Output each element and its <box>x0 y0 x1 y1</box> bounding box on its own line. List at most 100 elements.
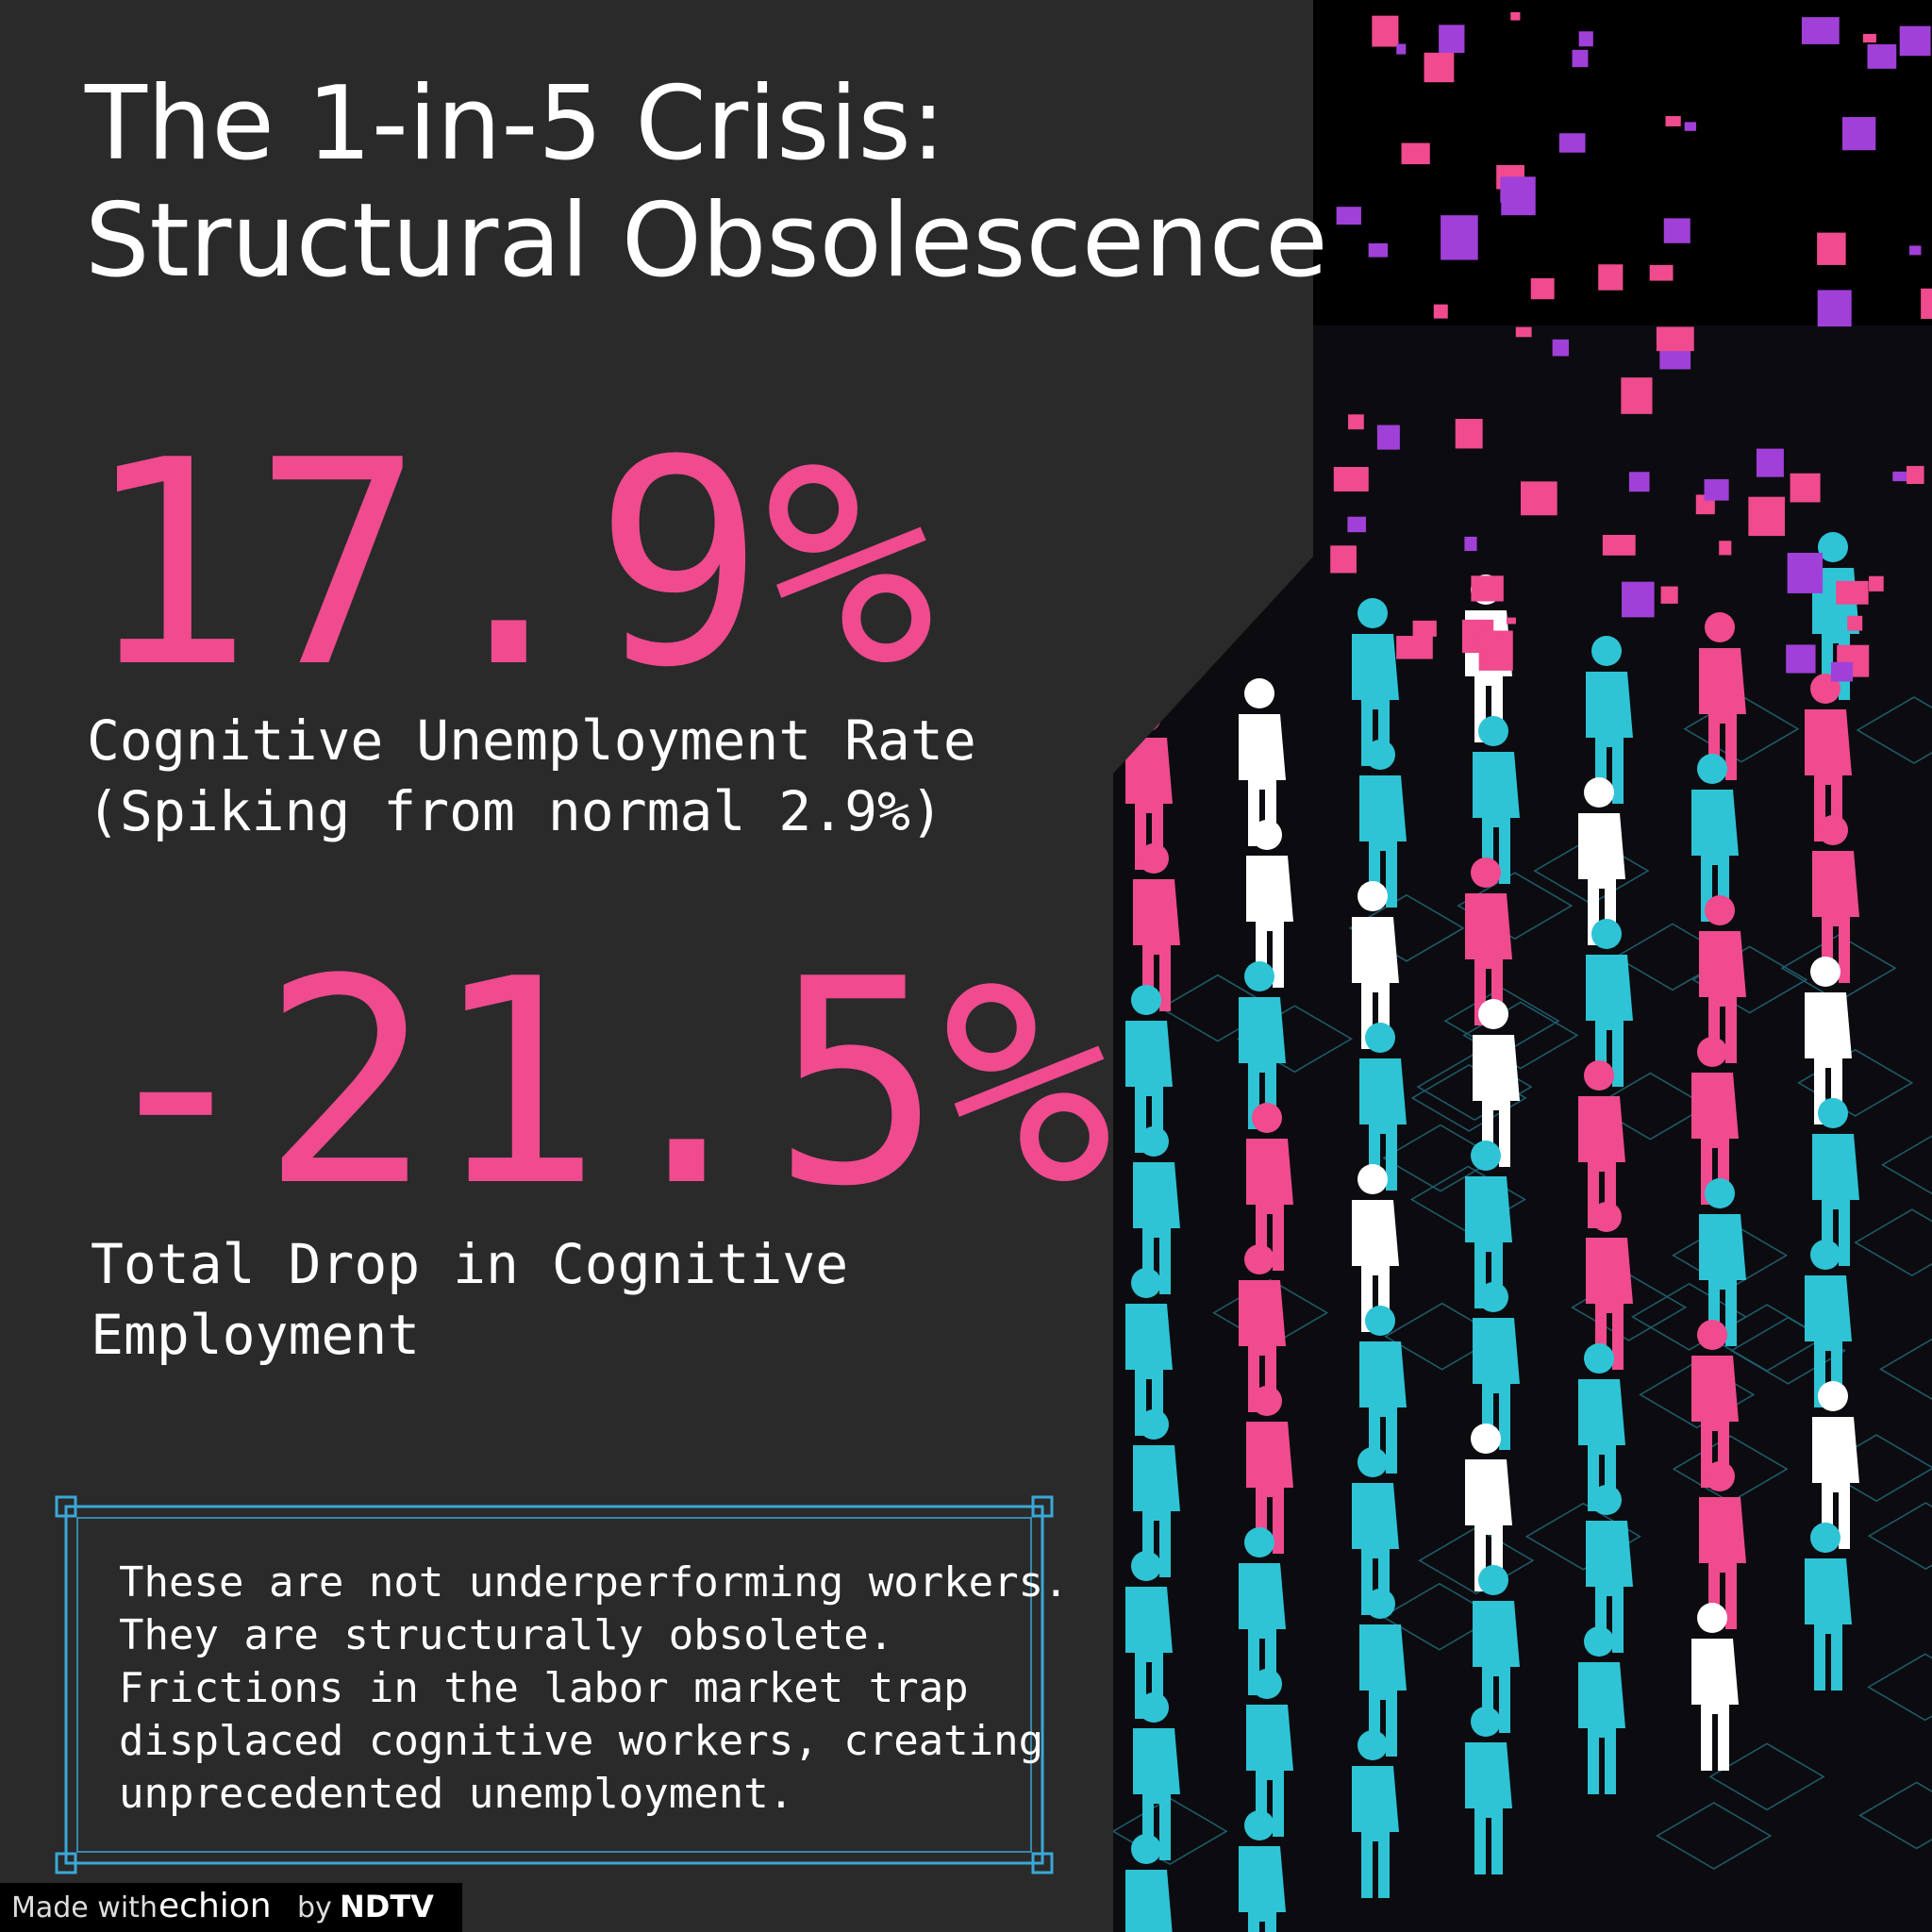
person-figure <box>1359 1023 1407 1191</box>
person-body <box>1578 1662 1625 1794</box>
pixel <box>1907 465 1924 485</box>
person-head <box>1252 1103 1282 1133</box>
person-body <box>1133 1728 1180 1860</box>
person-head <box>1131 1551 1161 1581</box>
pixel <box>1348 414 1364 430</box>
pixel <box>1433 304 1448 319</box>
pixel <box>1892 471 1907 482</box>
person-figure <box>1691 1320 1739 1488</box>
person-figure <box>1239 1527 1286 1695</box>
person-body <box>1691 790 1739 922</box>
pixel <box>1704 479 1729 501</box>
person-figure <box>1805 957 1852 1124</box>
person-figure <box>1812 815 1859 983</box>
pixel <box>1817 232 1846 265</box>
pixel <box>1500 177 1527 203</box>
circuit-line <box>1729 1316 1846 1385</box>
pixel <box>1867 43 1897 69</box>
person-head <box>1357 1730 1388 1760</box>
person-figure <box>1805 1240 1852 1407</box>
pixel <box>1621 377 1653 414</box>
person-body <box>1359 1341 1407 1474</box>
footer-brand: echion <box>158 1887 272 1925</box>
person-body <box>1352 634 1399 766</box>
person-head <box>1818 1098 1848 1128</box>
pixel <box>1455 419 1483 449</box>
person-head <box>1471 858 1501 888</box>
pixel <box>1836 580 1869 605</box>
pixel <box>1869 575 1884 591</box>
circuit-line <box>1639 1360 1756 1429</box>
person-figure <box>1473 1565 1520 1733</box>
circuit-line <box>1780 934 1897 1003</box>
person-head <box>1139 1126 1169 1157</box>
person-head <box>1478 1282 1508 1312</box>
person-head <box>1252 820 1282 850</box>
person-figure <box>1578 1626 1625 1794</box>
person-head <box>1357 598 1388 628</box>
pixel <box>1530 277 1555 300</box>
person-body <box>1133 1445 1180 1577</box>
person-figure <box>1578 1343 1625 1511</box>
callout-line: unprecedented unemployment. <box>119 1770 793 1818</box>
person-figure <box>1352 1447 1399 1615</box>
person-figure <box>1352 881 1399 1049</box>
stat-label: (Spiking from normal 2.9%) <box>87 779 943 843</box>
pixel <box>1801 17 1840 44</box>
pixel <box>1665 116 1681 126</box>
person-head <box>1139 1692 1169 1723</box>
pixel <box>1649 264 1674 281</box>
person-figure <box>1465 858 1512 1025</box>
stat-value: -21.5% <box>91 919 1113 1248</box>
person-figure <box>1352 1164 1399 1332</box>
stat-value: 17.9% <box>83 400 935 729</box>
person-figure <box>1805 1523 1852 1690</box>
pixel <box>1663 218 1690 243</box>
callout-frame <box>55 1495 1054 1874</box>
callout-text: These are not underperforming workers.Th… <box>119 1558 1069 1818</box>
person-figure <box>1586 636 1633 804</box>
person-body <box>1246 1422 1293 1554</box>
person-head <box>1131 1268 1161 1298</box>
person-figure <box>1239 961 1286 1129</box>
person-body <box>1586 1521 1633 1653</box>
circuit-line <box>1533 837 1650 906</box>
person-head <box>1252 1669 1282 1699</box>
person-head <box>1810 957 1840 987</box>
person-body <box>1812 1417 1859 1549</box>
circuit-line <box>1410 1064 1527 1132</box>
person-figure <box>1578 1060 1625 1228</box>
person-body <box>1586 672 1633 804</box>
person-head <box>1818 1381 1848 1411</box>
person-body <box>1133 879 1180 1011</box>
person-body <box>1812 851 1859 983</box>
person-head <box>1139 843 1169 874</box>
person-body <box>1578 1096 1625 1228</box>
person-figure <box>1699 612 1746 780</box>
person-figure <box>1812 1381 1859 1549</box>
person-body <box>1125 1870 1173 1932</box>
person-head <box>1818 532 1848 562</box>
pixel <box>1817 290 1852 327</box>
person-body <box>1578 813 1625 945</box>
pixel <box>1830 661 1854 682</box>
callout-line: These are not underperforming workers. <box>119 1558 1069 1607</box>
person-head <box>1591 636 1622 666</box>
pixel <box>1862 33 1876 43</box>
person-head <box>1252 1386 1282 1416</box>
people-illustration <box>1113 532 1932 1932</box>
person-head <box>1478 1565 1508 1595</box>
person-head <box>1478 999 1508 1029</box>
pixel <box>1628 472 1650 492</box>
circuit-line <box>1409 1165 1526 1234</box>
person-body <box>1586 955 1633 1087</box>
person-body <box>1465 1459 1512 1591</box>
person-body <box>1586 1238 1633 1370</box>
pixel-particles <box>1330 11 1932 682</box>
pixel <box>1684 122 1697 131</box>
person-figure <box>1578 777 1625 945</box>
pixel <box>1347 516 1366 533</box>
person-figure <box>1691 1037 1739 1205</box>
person-head <box>1697 1603 1727 1633</box>
